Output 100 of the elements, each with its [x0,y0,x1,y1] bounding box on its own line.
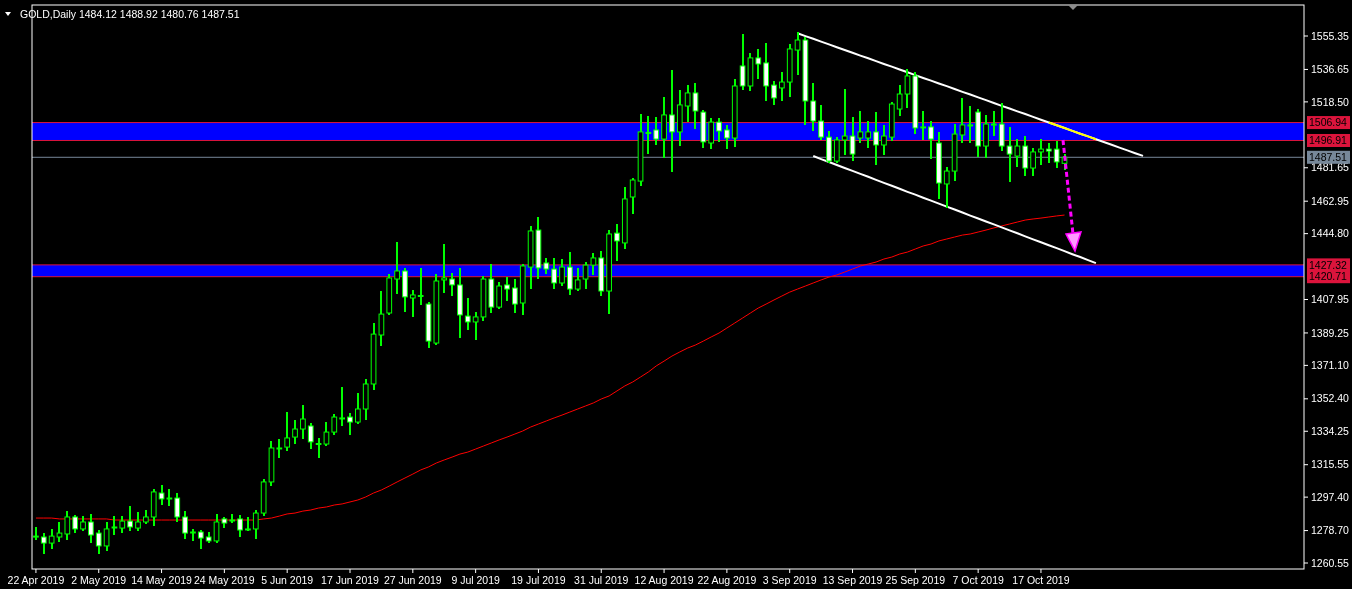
candlestick [174,493,181,523]
candlestick [64,510,71,540]
candlestick [991,111,997,136]
candlestick [441,244,448,294]
candlestick [40,532,47,555]
y-tick-label: 1462.95 [1311,194,1350,207]
candlestick [653,116,660,145]
x-tick-label: 27 Jun 2019 [383,573,442,586]
candlestick [33,527,39,540]
candlestick [1038,138,1044,165]
candlestick [1022,136,1029,176]
x-tick-label: 19 Jul 2019 [511,573,566,586]
candlestick [464,298,471,331]
y-tick-label: 1278.70 [1311,524,1350,537]
candlestick [127,505,133,532]
x-tick-label: 17 Jun 2019 [321,573,380,586]
y-tick-label: 1407.95 [1311,293,1350,306]
candlestick [614,224,620,262]
candlestick [810,83,817,131]
x-tick-label: 2 May 2019 [71,573,127,586]
candlestick [1053,140,1060,168]
ref-line-label: 1506.94 [1309,116,1348,129]
candlestick [841,89,848,156]
candlestick [95,529,102,555]
candlestick [551,258,557,289]
y-tick-label: 1444.80 [1311,227,1350,240]
candlestick [417,268,424,306]
x-tick-label: 12 Aug 2019 [634,573,694,586]
y-tick-label: 1334.25 [1311,424,1350,437]
candlestick [779,71,785,101]
x-tick-label: 5 Jun 2019 [261,573,314,586]
candlestick [355,392,361,424]
candlestick [237,515,243,538]
x-tick-label: 25 Sep 2019 [885,573,946,586]
candlestick [1030,148,1036,176]
line-series [1047,121,1097,141]
candlestick [669,69,675,173]
ref-line-label: 1427.32 [1309,258,1348,271]
x-tick-label: 13 Sep 2019 [822,573,883,586]
y-tick-label: 1371.10 [1311,359,1350,372]
x-tick-label: 17 Oct 2019 [1012,573,1070,586]
candlestick [292,419,298,444]
candlestick [983,115,989,158]
candlestick [574,268,581,291]
candlestick [245,517,251,532]
candlestick [88,514,94,544]
x-tick-label: 22 Aug 2019 [697,573,757,586]
x-tick-label: 31 Jul 2019 [574,573,629,586]
candlestick [771,81,777,106]
candlestick [998,103,1005,151]
candlestick [409,290,416,318]
candlestick [724,125,730,150]
candlestick [755,49,762,79]
x-tick-label: 3 Sep 2019 [762,573,817,586]
y-tick-label: 1260.55 [1311,556,1350,569]
candlestick [331,414,338,436]
ref-line-label: 1487.51 [1309,150,1348,163]
y-tick-label: 1389.25 [1311,326,1350,339]
candlestick [818,105,824,141]
candlestick [339,386,345,427]
x-tick-label: 9 Jul 2019 [451,573,501,586]
candlestick [504,276,510,301]
x-tick-label: 14 May 2019 [131,573,193,586]
chart-title: GOLD,Daily 1484.12 1488.92 1480.76 1487.51 [20,7,240,20]
candlestick [449,273,455,296]
candlestick [716,118,722,143]
y-tick-label: 1352.40 [1311,392,1350,405]
candlestick [284,411,291,451]
y-tick-label: 1297.40 [1311,490,1350,503]
candlestick [873,111,879,165]
candlestick [920,111,927,141]
candlestick [1045,142,1052,163]
candlestick [928,121,934,160]
candlestick [881,125,887,156]
candlestick [763,42,769,101]
candlestick [512,278,518,314]
candlestick [307,423,314,449]
candlestick [943,167,950,208]
candlestick [865,121,872,148]
candlestick [708,118,715,150]
y-tick-label: 1315.55 [1311,458,1350,471]
candlestick [567,251,573,296]
candlestick [833,137,840,163]
x-tick-label: 7 Oct 2019 [952,573,1004,586]
candlestick [559,259,565,286]
candlestick [629,177,636,215]
candlestick [394,241,400,294]
candlestick [182,510,188,540]
y-tick-label: 1518.50 [1311,95,1350,108]
y-tick-label: 1555.35 [1311,29,1350,42]
ref-line-label: 1420.71 [1309,270,1348,283]
y-tick-label: 1481.65 [1311,161,1350,174]
candlestick [252,510,259,540]
y-tick-label: 1536.65 [1311,63,1350,76]
x-tick-label: 24 May 2019 [194,573,255,586]
ref-line-label: 1496.91 [1309,134,1348,147]
candlestick [347,413,353,436]
candlestick [300,404,306,439]
candlestick [967,106,974,143]
candlestick [496,281,503,309]
